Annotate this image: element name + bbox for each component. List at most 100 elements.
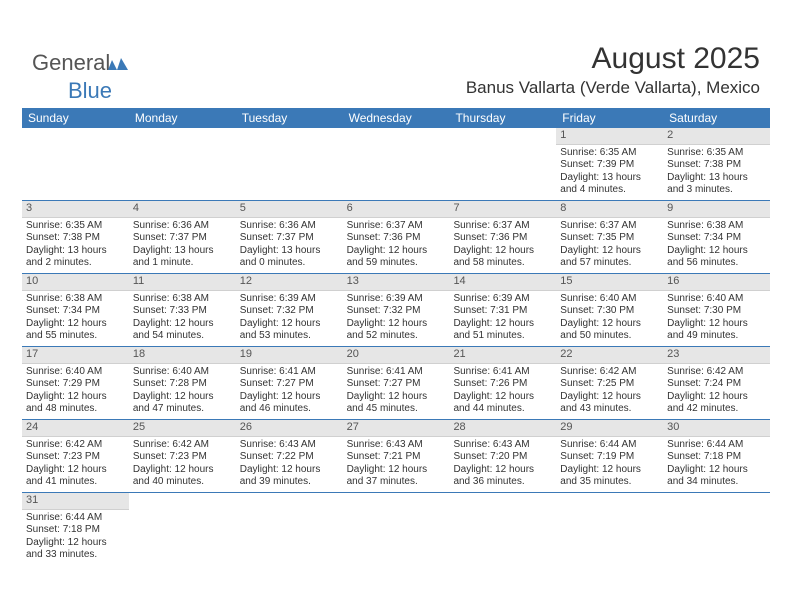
sunset-text: Sunset: 7:34 PM — [667, 232, 766, 245]
day-number: 12 — [236, 274, 343, 291]
logo-text-blue: Blue — [68, 78, 112, 103]
day-details: Sunrise: 6:42 AMSunset: 7:23 PMDaylight:… — [129, 437, 236, 491]
calendar: Sunday Monday Tuesday Wednesday Thursday… — [22, 108, 770, 565]
day-details — [449, 145, 556, 149]
day-details: Sunrise: 6:35 AMSunset: 7:39 PMDaylight:… — [556, 145, 663, 199]
day-details — [449, 510, 556, 514]
day-details: Sunrise: 6:42 AMSunset: 7:25 PMDaylight:… — [556, 364, 663, 418]
daylight-text: Daylight: 13 hours and 3 minutes. — [667, 172, 766, 197]
logo-flag-icon — [108, 52, 128, 78]
day-number: 17 — [22, 347, 129, 364]
day-number: 30 — [663, 420, 770, 437]
day-number: 7 — [449, 201, 556, 218]
daylight-text: Daylight: 12 hours and 54 minutes. — [133, 318, 232, 343]
sunset-text: Sunset: 7:25 PM — [560, 378, 659, 391]
sunset-text: Sunset: 7:37 PM — [133, 232, 232, 245]
sunset-text: Sunset: 7:22 PM — [240, 451, 339, 464]
day-number: 14 — [449, 274, 556, 291]
day-number: 20 — [343, 347, 450, 364]
sunrise-text: Sunrise: 6:39 AM — [240, 293, 339, 306]
sunset-text: Sunset: 7:37 PM — [240, 232, 339, 245]
day-details: Sunrise: 6:42 AMSunset: 7:24 PMDaylight:… — [663, 364, 770, 418]
day-details — [343, 510, 450, 514]
day-details: Sunrise: 6:44 AMSunset: 7:18 PMDaylight:… — [663, 437, 770, 491]
sunrise-text: Sunrise: 6:37 AM — [347, 220, 446, 233]
day-number: 22 — [556, 347, 663, 364]
day-cell: 2Sunrise: 6:35 AMSunset: 7:38 PMDaylight… — [663, 128, 770, 200]
daylight-text: Daylight: 12 hours and 46 minutes. — [240, 391, 339, 416]
day-details — [236, 145, 343, 149]
sunrise-text: Sunrise: 6:43 AM — [453, 439, 552, 452]
day-number: 5 — [236, 201, 343, 218]
day-cell: 5Sunrise: 6:36 AMSunset: 7:37 PMDaylight… — [236, 201, 343, 273]
day-cell — [663, 493, 770, 565]
day-details: Sunrise: 6:38 AMSunset: 7:34 PMDaylight:… — [663, 218, 770, 272]
sunrise-text: Sunrise: 6:43 AM — [347, 439, 446, 452]
sunset-text: Sunset: 7:27 PM — [347, 378, 446, 391]
day-cell — [449, 128, 556, 200]
day-cell: 15Sunrise: 6:40 AMSunset: 7:30 PMDayligh… — [556, 274, 663, 346]
day-cell — [236, 128, 343, 200]
sunrise-text: Sunrise: 6:40 AM — [26, 366, 125, 379]
sunset-text: Sunset: 7:39 PM — [560, 159, 659, 172]
day-number: 29 — [556, 420, 663, 437]
day-cell: 11Sunrise: 6:38 AMSunset: 7:33 PMDayligh… — [129, 274, 236, 346]
day-details: Sunrise: 6:43 AMSunset: 7:21 PMDaylight:… — [343, 437, 450, 491]
day-cell: 29Sunrise: 6:44 AMSunset: 7:19 PMDayligh… — [556, 420, 663, 492]
sunset-text: Sunset: 7:26 PM — [453, 378, 552, 391]
sunset-text: Sunset: 7:23 PM — [26, 451, 125, 464]
day-cell: 25Sunrise: 6:42 AMSunset: 7:23 PMDayligh… — [129, 420, 236, 492]
day-number: 2 — [663, 128, 770, 145]
day-details: Sunrise: 6:35 AMSunset: 7:38 PMDaylight:… — [22, 218, 129, 272]
sunset-text: Sunset: 7:34 PM — [26, 305, 125, 318]
day-number: 6 — [343, 201, 450, 218]
day-details: Sunrise: 6:39 AMSunset: 7:31 PMDaylight:… — [449, 291, 556, 345]
sunrise-text: Sunrise: 6:40 AM — [560, 293, 659, 306]
day-number: 28 — [449, 420, 556, 437]
day-details: Sunrise: 6:37 AMSunset: 7:36 PMDaylight:… — [343, 218, 450, 272]
day-details: Sunrise: 6:36 AMSunset: 7:37 PMDaylight:… — [129, 218, 236, 272]
day-details: Sunrise: 6:36 AMSunset: 7:37 PMDaylight:… — [236, 218, 343, 272]
sunset-text: Sunset: 7:31 PM — [453, 305, 552, 318]
daylight-text: Daylight: 12 hours and 48 minutes. — [26, 391, 125, 416]
daylight-text: Daylight: 12 hours and 44 minutes. — [453, 391, 552, 416]
sunset-text: Sunset: 7:36 PM — [453, 232, 552, 245]
daylight-text: Daylight: 12 hours and 42 minutes. — [667, 391, 766, 416]
day-cell — [343, 128, 450, 200]
day-header-friday: Friday — [556, 108, 663, 128]
daylight-text: Daylight: 12 hours and 57 minutes. — [560, 245, 659, 270]
sunset-text: Sunset: 7:36 PM — [347, 232, 446, 245]
daylight-text: Daylight: 13 hours and 4 minutes. — [560, 172, 659, 197]
day-cell: 26Sunrise: 6:43 AMSunset: 7:22 PMDayligh… — [236, 420, 343, 492]
sunrise-text: Sunrise: 6:44 AM — [560, 439, 659, 452]
day-details — [129, 510, 236, 514]
day-cell: 28Sunrise: 6:43 AMSunset: 7:20 PMDayligh… — [449, 420, 556, 492]
sunset-text: Sunset: 7:27 PM — [240, 378, 339, 391]
daylight-text: Daylight: 12 hours and 52 minutes. — [347, 318, 446, 343]
day-cell: 6Sunrise: 6:37 AMSunset: 7:36 PMDaylight… — [343, 201, 450, 273]
day-cell — [556, 493, 663, 565]
day-number: 26 — [236, 420, 343, 437]
sunrise-text: Sunrise: 6:41 AM — [347, 366, 446, 379]
logo-text-general: General — [32, 50, 110, 75]
sunset-text: Sunset: 7:30 PM — [560, 305, 659, 318]
day-header-wednesday: Wednesday — [343, 108, 450, 128]
day-cell: 1Sunrise: 6:35 AMSunset: 7:39 PMDaylight… — [556, 128, 663, 200]
location-subtitle: Banus Vallarta (Verde Vallarta), Mexico — [466, 78, 760, 98]
week-row: 31Sunrise: 6:44 AMSunset: 7:18 PMDayligh… — [22, 493, 770, 565]
day-number: 1 — [556, 128, 663, 145]
month-title: August 2025 — [466, 42, 760, 76]
day-cell: 3Sunrise: 6:35 AMSunset: 7:38 PMDaylight… — [22, 201, 129, 273]
daylight-text: Daylight: 12 hours and 34 minutes. — [667, 464, 766, 489]
day-number: 25 — [129, 420, 236, 437]
sunrise-text: Sunrise: 6:37 AM — [560, 220, 659, 233]
week-row: 24Sunrise: 6:42 AMSunset: 7:23 PMDayligh… — [22, 420, 770, 493]
sunrise-text: Sunrise: 6:44 AM — [667, 439, 766, 452]
daylight-text: Daylight: 12 hours and 41 minutes. — [26, 464, 125, 489]
sunrise-text: Sunrise: 6:39 AM — [453, 293, 552, 306]
sunset-text: Sunset: 7:20 PM — [453, 451, 552, 464]
day-cell — [129, 493, 236, 565]
sunrise-text: Sunrise: 6:36 AM — [240, 220, 339, 233]
day-number: 18 — [129, 347, 236, 364]
title-block: August 2025 Banus Vallarta (Verde Vallar… — [466, 42, 760, 98]
